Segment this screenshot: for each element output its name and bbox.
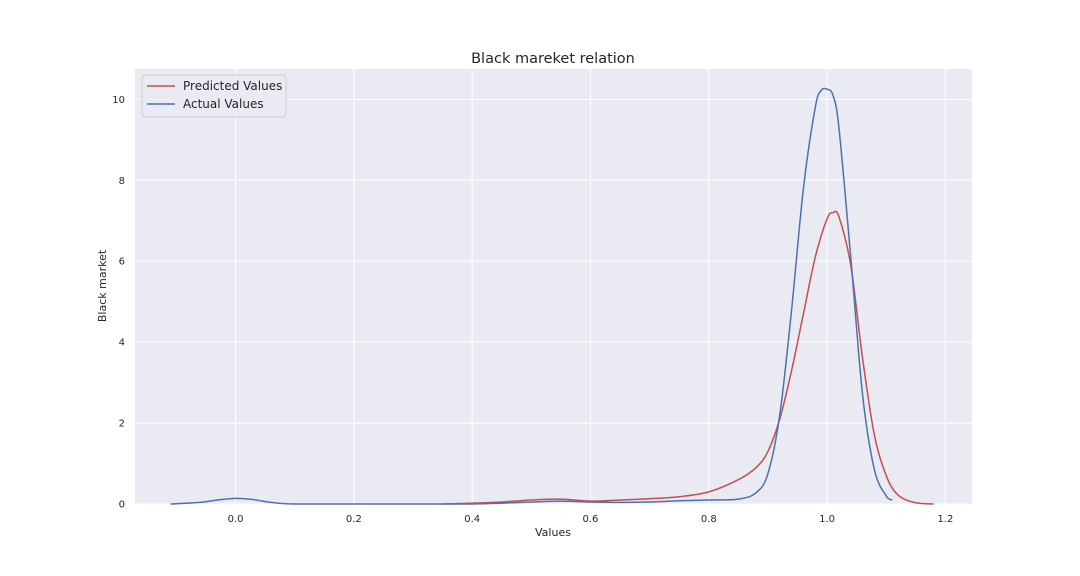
series-line-actual xyxy=(170,87,893,505)
y-tick-label: 2 xyxy=(119,419,125,430)
y-tick-labels: 0 2 4 6 8 10 xyxy=(112,95,125,511)
x-tick-label: 0.6 xyxy=(583,514,599,525)
chart-title: Black mareket relation xyxy=(471,51,635,67)
y-tick-label: 8 xyxy=(119,176,125,187)
x-tick-labels: 0.0 0.2 0.4 0.6 0.8 1.0 1.2 xyxy=(228,514,954,525)
x-tick-label: 1.2 xyxy=(937,514,953,525)
series-layer xyxy=(170,87,934,505)
series-line-predicted xyxy=(442,210,934,505)
y-axis-label: Black market xyxy=(96,249,109,322)
y-tick-label: 4 xyxy=(119,338,125,349)
x-tick-label: 1.0 xyxy=(819,514,835,525)
y-tick-label: 0 xyxy=(119,500,125,511)
y-tick-label: 6 xyxy=(119,257,125,268)
plot-area xyxy=(135,69,972,504)
legend-label-predicted: Predicted Values xyxy=(183,79,282,93)
x-tick-label: 0.2 xyxy=(346,514,362,525)
x-tick-label: 0.0 xyxy=(228,514,244,525)
legend: Predicted Values Actual Values xyxy=(141,74,287,118)
x-tick-label: 0.8 xyxy=(701,514,717,525)
x-axis-label: Values xyxy=(535,526,571,539)
legend-label-actual: Actual Values xyxy=(183,97,264,111)
legend-box xyxy=(141,74,287,118)
x-tick-label: 0.4 xyxy=(464,514,480,525)
grid-lines xyxy=(135,69,972,505)
y-tick-label: 10 xyxy=(112,95,125,106)
